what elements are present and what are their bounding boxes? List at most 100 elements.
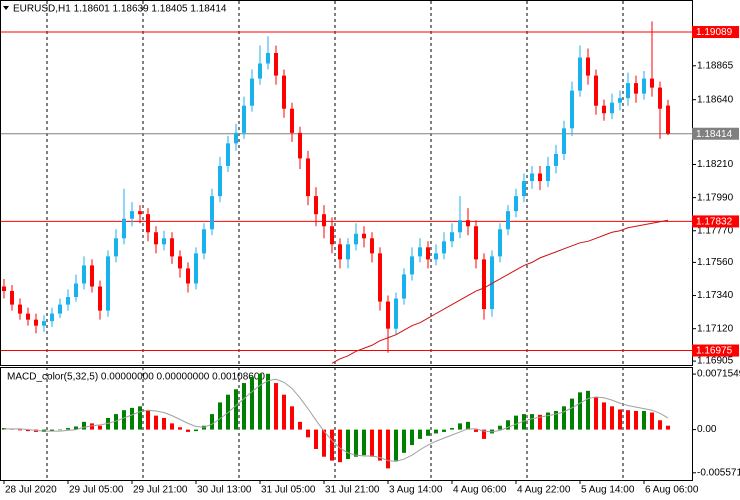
- macd-bar: [26, 429, 30, 432]
- candle-body: [178, 256, 182, 269]
- y-tick-label: 1.17560: [697, 257, 734, 268]
- macd-bar: [298, 421, 302, 430]
- macd-bar: [282, 394, 286, 430]
- macd-bar: [658, 420, 662, 430]
- macd-bar: [586, 390, 590, 430]
- macd-bar: [330, 429, 334, 461]
- macd-bar: [242, 383, 246, 430]
- candle-body: [290, 108, 294, 133]
- candle-body: [554, 153, 558, 166]
- macd-bar: [322, 429, 326, 457]
- candle-body: [106, 256, 110, 311]
- candle-body: [418, 247, 422, 257]
- macd-bar: [370, 429, 374, 457]
- candle-body: [322, 214, 326, 227]
- candle-body: [666, 105, 670, 134]
- candle-body: [314, 196, 318, 215]
- macd-panel-frame: [0, 367, 693, 481]
- macd-bar: [58, 429, 62, 431]
- candle-body: [346, 244, 350, 260]
- candle-body: [586, 57, 590, 76]
- macd-bar: [162, 417, 166, 430]
- macd-bar: [114, 414, 118, 430]
- macd-bar: [474, 429, 478, 432]
- macd-bar: [194, 429, 198, 432]
- candle-body: [562, 128, 566, 154]
- candle-body: [650, 78, 654, 88]
- macd-bar: [234, 389, 238, 430]
- macd-bar: [378, 429, 382, 461]
- candle-body: [378, 253, 382, 302]
- candle-body: [18, 304, 22, 314]
- x-tick-label: 29 Jul 05:00: [69, 485, 124, 496]
- macd-bar: [74, 426, 78, 430]
- candle-body: [186, 268, 190, 284]
- candle-body: [458, 220, 462, 233]
- candle-body: [266, 52, 270, 64]
- candle-body: [146, 214, 150, 233]
- x-tick-label: 30 Jul 13:00: [197, 485, 252, 496]
- y-tick-label: 1.18210: [697, 159, 734, 170]
- candle-body: [98, 286, 102, 311]
- candle-body: [394, 298, 398, 329]
- macd-bar: [570, 398, 574, 430]
- candle-body: [218, 165, 222, 197]
- macd-bar: [650, 412, 654, 430]
- candle-body: [482, 259, 486, 310]
- candle-body: [570, 90, 574, 129]
- candle-body: [594, 75, 598, 106]
- macd-bar: [250, 376, 254, 430]
- macd-bar: [146, 410, 150, 430]
- candle-body: [274, 52, 278, 76]
- y-tick-label: 1.17770: [697, 225, 734, 236]
- candle-body: [546, 165, 550, 182]
- candle-body: [426, 247, 430, 260]
- x-tick-label: 5 Aug 14:00: [581, 485, 635, 496]
- candle-body: [442, 241, 446, 254]
- macd-bar: [642, 410, 646, 430]
- main-panel-frame: [0, 0, 693, 366]
- macd-bar: [394, 429, 398, 461]
- macd-bar: [538, 414, 542, 430]
- candle-body: [434, 253, 438, 260]
- menu-triangle: [3, 6, 9, 10]
- macd-bar: [306, 429, 310, 438]
- candle-body: [162, 238, 166, 245]
- macd-bar: [626, 410, 630, 430]
- candle-body: [466, 220, 470, 227]
- candle-body: [74, 283, 78, 298]
- candle-body: [154, 232, 158, 245]
- macd-bar: [186, 429, 190, 432]
- y-tick-label: 1.17120: [697, 323, 734, 334]
- y-tick-label: 1.18865: [697, 60, 734, 71]
- macd-bar: [386, 429, 390, 469]
- macd-bar: [530, 414, 534, 430]
- macd-bar: [410, 429, 414, 446]
- macd-bar: [426, 429, 430, 436]
- macd-bar: [130, 407, 134, 430]
- macd-bar: [274, 383, 278, 430]
- candle-body: [522, 181, 526, 197]
- macd-bar: [154, 415, 158, 430]
- plot-layer: 1.18865 1.18640 1.18210 1.17990 1.17770 1.175…: [1, 21, 740, 496]
- macd-bar: [450, 428, 454, 430]
- macd-bar: [434, 429, 438, 434]
- candle-body: [514, 196, 518, 212]
- macd-bar: [18, 429, 22, 431]
- x-tick-label: 31 Jul 21:00: [325, 485, 380, 496]
- candle-body: [114, 238, 118, 257]
- macd-bar: [266, 373, 270, 430]
- candle-body: [362, 233, 366, 239]
- candle-body: [242, 105, 246, 133]
- candle-body: [410, 256, 414, 275]
- level-label-box: [692, 344, 739, 357]
- macd-bar: [178, 427, 182, 430]
- candle-body: [122, 218, 126, 239]
- candle-body: [50, 313, 54, 322]
- candle-body: [234, 132, 238, 144]
- x-tick-label: 29 Jul 21:00: [133, 485, 188, 496]
- macd-bar: [522, 414, 526, 430]
- macd-bar: [418, 429, 422, 439]
- candle-body: [338, 244, 342, 260]
- macd-bar: [618, 409, 622, 430]
